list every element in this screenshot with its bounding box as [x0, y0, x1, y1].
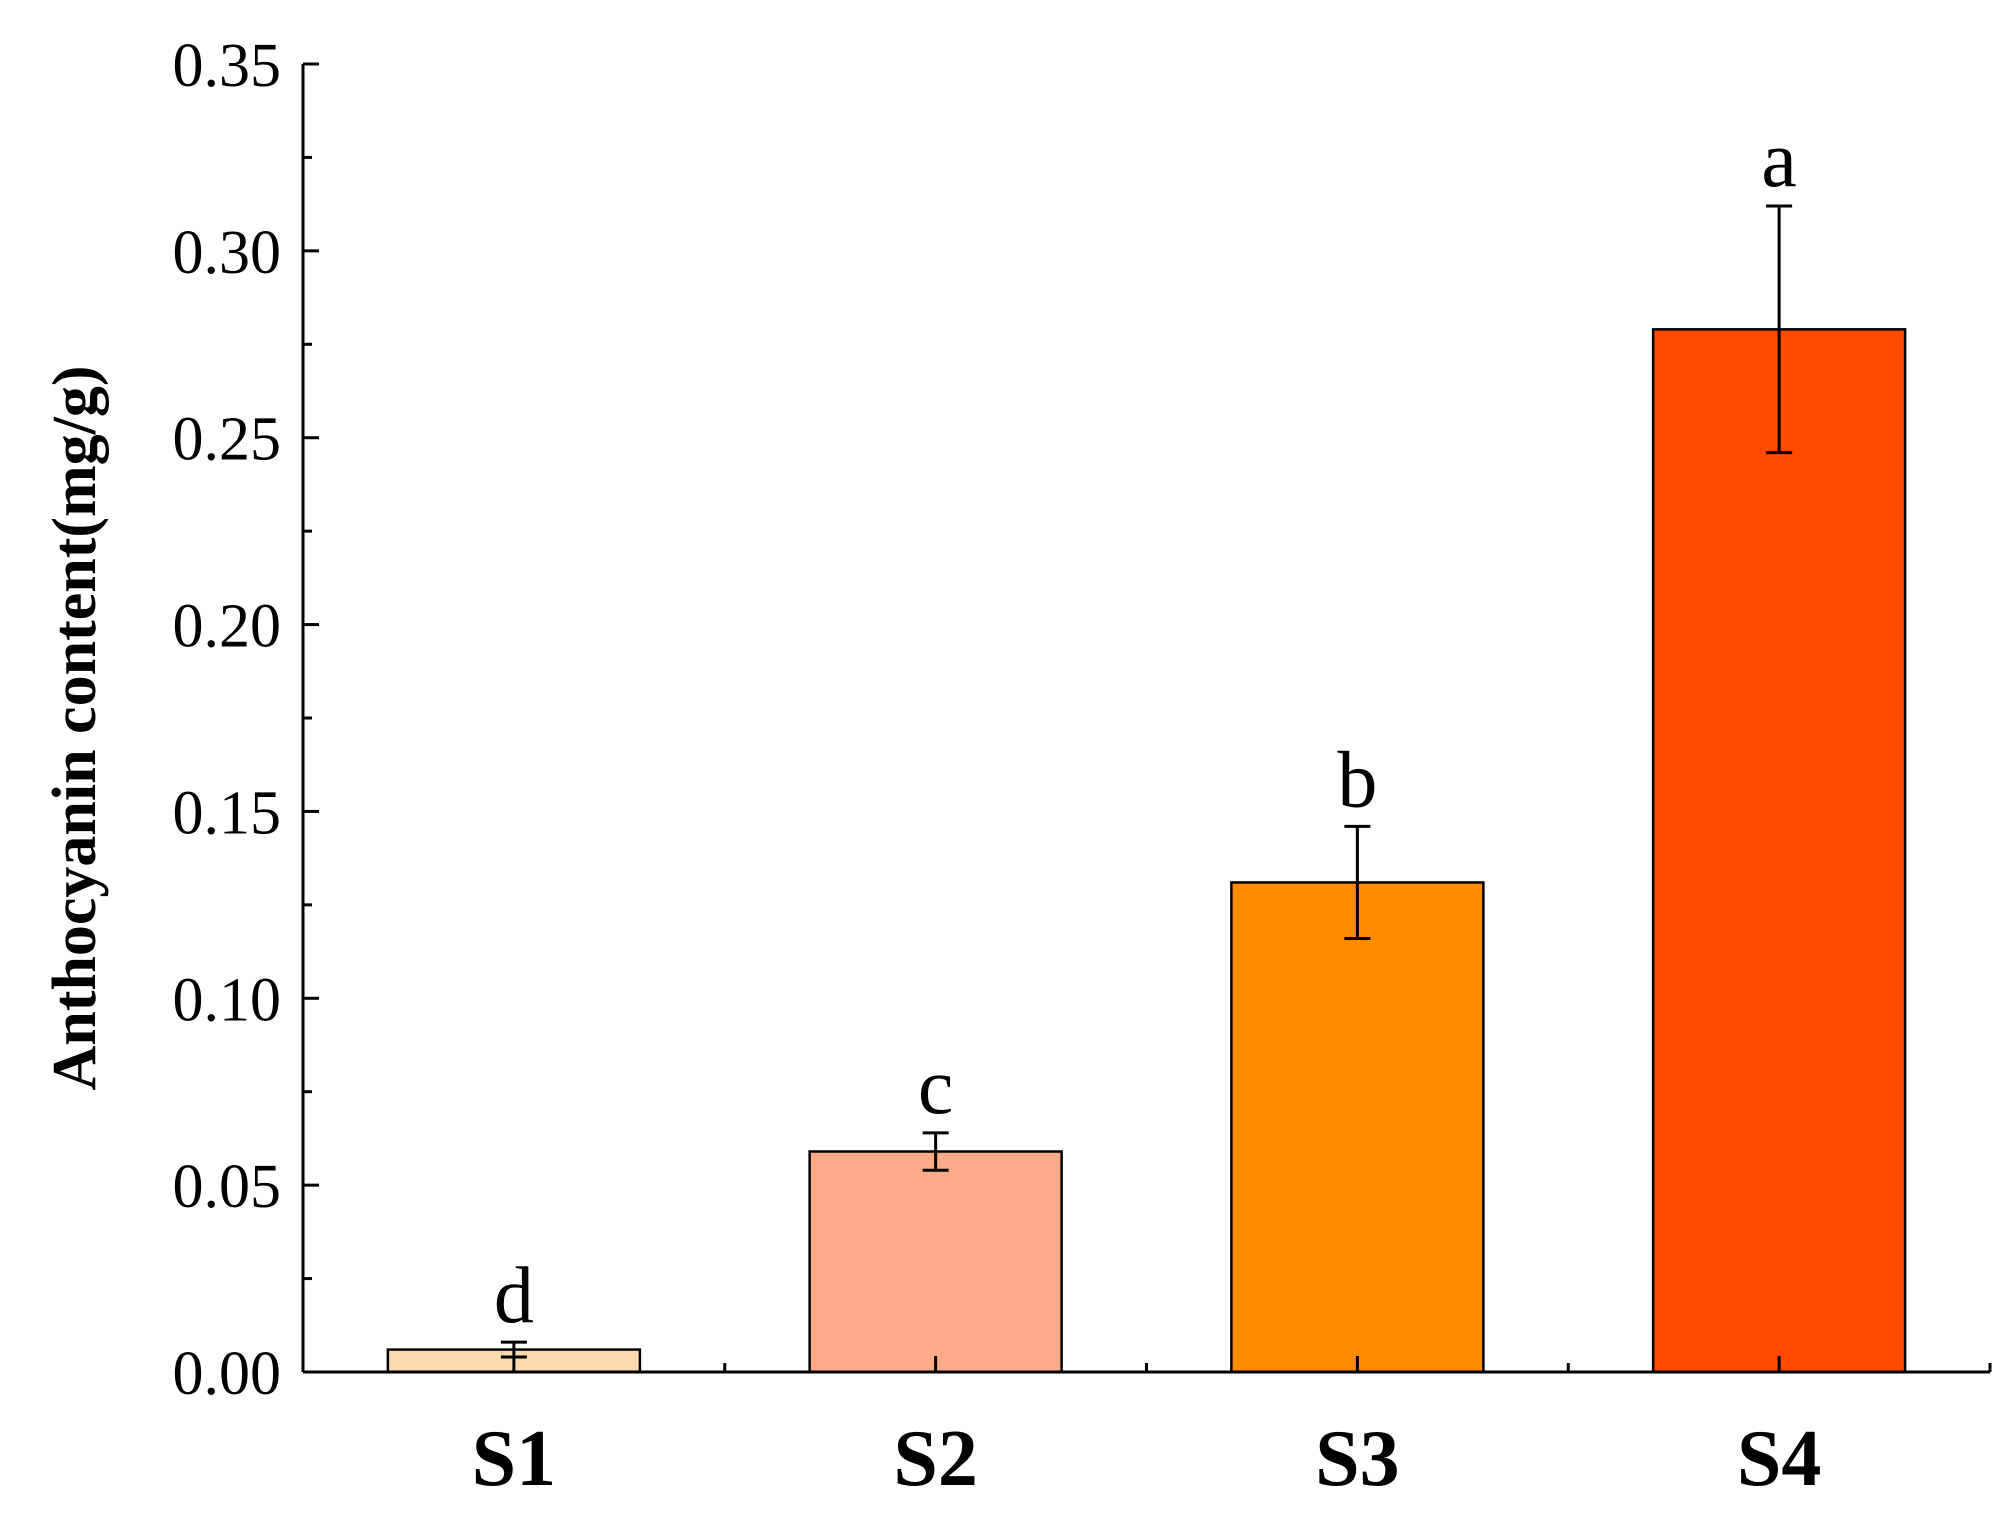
y-axis-title: Anthocyanin content(mg/g) [41, 365, 109, 1090]
significance-label: a [1761, 116, 1797, 204]
y-tick-label: 0.20 [173, 593, 282, 661]
y-tick-label: 0.30 [173, 219, 282, 287]
error-bars-layer [500, 204, 1793, 1359]
y-tick-label: 0.25 [173, 406, 282, 474]
bars-layer [386, 328, 1907, 1374]
y-tick-label: 0.15 [173, 779, 282, 847]
x-tick-label: S4 [1737, 1415, 1822, 1503]
significance-label: c [918, 1043, 954, 1131]
y-tick-label: 0.00 [173, 1340, 282, 1408]
y-tick-label: 0.05 [173, 1153, 282, 1221]
bar-s2 [808, 1150, 1063, 1374]
x-tick-label: S3 [1315, 1415, 1400, 1503]
ticks-layer [303, 62, 1992, 1374]
significance-label: b [1337, 736, 1377, 824]
bar-s4 [1651, 328, 1907, 1374]
labels-layer: 0.00 0.05 0.10 0.15 0.20 0.25 0.30 0.35 d S1 c S2 b S… [173, 32, 1822, 1503]
y-tick-label: 0.10 [173, 966, 282, 1034]
bar-s3 [1230, 881, 1485, 1374]
significance-label: d [494, 1252, 534, 1340]
x-tick-label: S2 [893, 1415, 978, 1503]
x-tick-label: S1 [472, 1415, 557, 1503]
y-tick-label: 0.35 [173, 32, 282, 100]
